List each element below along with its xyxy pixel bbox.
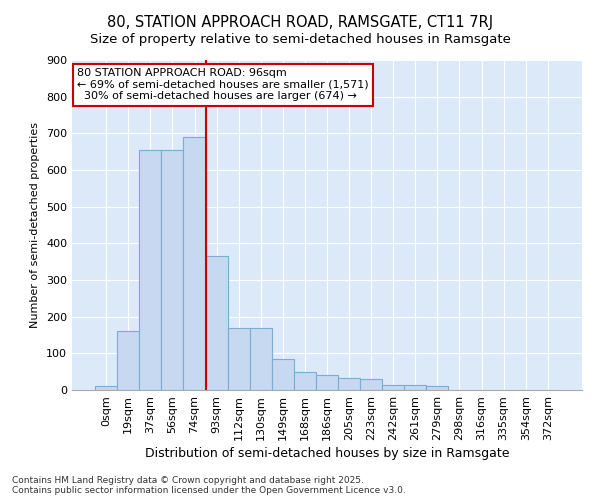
Text: 80 STATION APPROACH ROAD: 96sqm
← 69% of semi-detached houses are smaller (1,571: 80 STATION APPROACH ROAD: 96sqm ← 69% of…	[77, 68, 369, 102]
Bar	[316, 376, 338, 390]
Bar	[272, 359, 294, 390]
Bar	[139, 150, 161, 390]
Bar	[294, 372, 316, 390]
X-axis label: Distribution of semi-detached houses by size in Ramsgate: Distribution of semi-detached houses by …	[145, 447, 509, 460]
Bar	[360, 379, 382, 390]
Bar	[161, 150, 184, 390]
Bar	[206, 256, 227, 390]
Y-axis label: Number of semi-detached properties: Number of semi-detached properties	[31, 122, 40, 328]
Bar	[95, 386, 117, 390]
Bar	[427, 386, 448, 390]
Bar	[184, 137, 206, 390]
Bar	[250, 328, 272, 390]
Text: 80, STATION APPROACH ROAD, RAMSGATE, CT11 7RJ: 80, STATION APPROACH ROAD, RAMSGATE, CT1…	[107, 15, 493, 30]
Bar	[404, 385, 427, 390]
Bar	[227, 328, 250, 390]
Bar	[338, 378, 360, 390]
Bar	[382, 385, 404, 390]
Text: Size of property relative to semi-detached houses in Ramsgate: Size of property relative to semi-detach…	[89, 32, 511, 46]
Text: Contains HM Land Registry data © Crown copyright and database right 2025.
Contai: Contains HM Land Registry data © Crown c…	[12, 476, 406, 495]
Bar	[117, 332, 139, 390]
